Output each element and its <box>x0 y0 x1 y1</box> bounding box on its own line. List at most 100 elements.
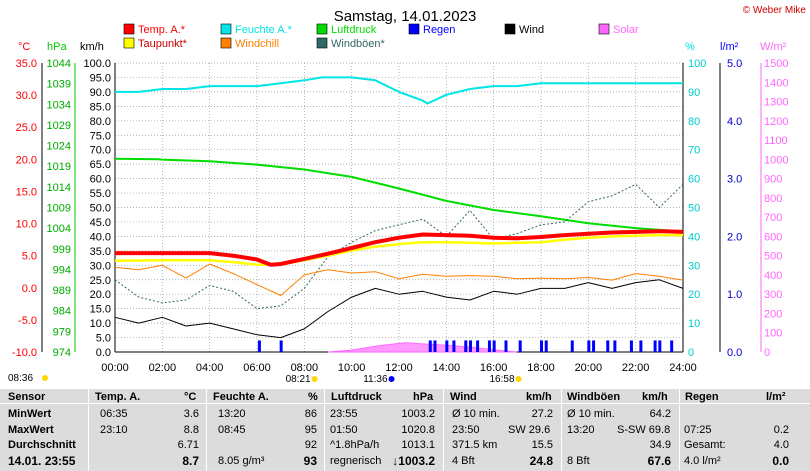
stat-cell-r-val: 0.2 <box>773 423 789 436</box>
tick-label-wind: 90.0 <box>90 87 111 99</box>
tick-label-humidity: 10 <box>688 318 700 330</box>
tick-label-wind: 80.0 <box>90 116 111 128</box>
stat-cell-w-dir: SW 29.6 <box>508 423 551 436</box>
event-time-label: 11:36 <box>363 374 388 385</box>
tick-label-pressure: 1039 <box>47 79 71 91</box>
tick-label-x: 14:00 <box>433 362 461 374</box>
tick-label-wind: 50.0 <box>90 203 111 215</box>
stats-table: Sensor Temp. A. °C Feuchte A. % Luftdruc… <box>0 389 810 471</box>
tick-label-temp: 20.0 <box>16 154 37 166</box>
tick-label-solar: 1400 <box>764 77 788 89</box>
sun-icon <box>42 375 48 381</box>
stat-cell-label: 14.01. 23:55 <box>8 453 76 468</box>
rain-bar <box>476 340 480 352</box>
tick-label-wind: 10.0 <box>90 318 111 330</box>
stat-cell-h-time: 8.05 g/m³ <box>218 454 265 467</box>
stat-cell-r-time: 4.0 l/m² <box>684 454 721 467</box>
stat-cell-label: MaxWert <box>8 423 54 436</box>
tick-label-wind: 95.0 <box>90 72 111 84</box>
tick-label-wind: 40.0 <box>90 231 111 243</box>
sun-icon <box>311 376 318 382</box>
tick-label-pressure: 1004 <box>47 223 71 235</box>
stat-cell-g-val: 67.6 <box>647 453 671 468</box>
weather-chart: Samstag, 14.01.2023 © Weber Mike Temp. A.*… <box>8 5 806 385</box>
stat-cell-g-dir: S-SW 69.8 <box>617 423 671 436</box>
stat-cell-t-val: 3.6 <box>183 408 199 420</box>
rain-bar <box>570 340 574 352</box>
tick-label-x: 08:00 <box>291 362 319 374</box>
tick-label-wind: 20.0 <box>90 289 111 301</box>
legend-swatch <box>504 23 516 35</box>
tick-label-humidity: 50 <box>688 203 700 215</box>
stat-cell-r-time: 07:25 <box>684 423 712 436</box>
tick-label-rain: 4.0 <box>727 116 742 128</box>
rain-bar <box>540 340 543 352</box>
stats-header-humidity-unit: % <box>308 391 318 403</box>
tick-label-pressure: 1029 <box>47 120 71 132</box>
tick-label-pressure: 994 <box>53 264 71 276</box>
tick-label-pressure: 1024 <box>47 141 71 153</box>
stat-cell-h-val: 92 <box>304 439 317 451</box>
rain-bar <box>639 340 643 352</box>
stat-cell-w-time: 23:50 <box>452 423 480 436</box>
stat-cell-w-val: 27.2 <box>531 408 553 420</box>
tick-label-x: 22:00 <box>622 362 650 374</box>
series-windb-en <box>114 183 684 310</box>
legend-swatch <box>123 23 135 35</box>
legend-label: Feuchte A.* <box>235 24 293 36</box>
stats-header-temp: Temp. A. <box>95 391 141 403</box>
stats-col-divider <box>679 389 680 471</box>
tick-label-pressure: 1019 <box>47 161 71 173</box>
stats-header-humidity: Feuchte A. <box>213 391 269 403</box>
rain-bar <box>464 340 468 352</box>
series-wind <box>114 279 684 339</box>
tick-label-wind: 100.0 <box>83 58 111 70</box>
tick-label-pressure: 974 <box>53 347 71 359</box>
stat-cell-p-val: ↓1003.2 <box>392 453 435 468</box>
rain-bar <box>544 340 548 352</box>
stats-header-wind-unit: km/h <box>526 391 552 403</box>
tick-label-humidity: 30 <box>688 260 700 272</box>
series-feuchte-a <box>115 76 683 105</box>
stat-cell-g-time: 13:20 <box>567 423 595 436</box>
stat-cell-h-time: 13:20 <box>218 408 246 420</box>
stats-header-pressure: Luftdruck <box>331 391 382 403</box>
legend-swatch <box>316 23 328 35</box>
stat-cell-t-time: 23:10 <box>100 423 128 436</box>
stats-header-temp-unit: °C <box>184 391 197 403</box>
tick-label-temp: -10.0 <box>12 347 37 359</box>
legend-swatch <box>316 37 328 49</box>
tick-label-x: 04:00 <box>196 362 224 374</box>
tick-label-solar: 1500 <box>764 58 788 70</box>
tick-label-x: 02:00 <box>149 362 177 374</box>
stat-cell-w-time: 371.5 km <box>452 439 498 451</box>
tick-label-temp: 0.0 <box>22 283 37 295</box>
rain-bar <box>670 340 674 352</box>
axis-unit-pressure: hPa <box>47 41 67 53</box>
tick-label-pressure: 989 <box>53 285 71 297</box>
tick-label-wind: 5.0 <box>96 333 111 345</box>
tick-label-pressure: 999 <box>53 244 71 256</box>
stat-cell-p-val: 1013.1 <box>401 439 435 451</box>
axis-unit-wind: km/h <box>80 41 104 53</box>
tick-label-wind: 15.0 <box>90 304 111 316</box>
event-time-label: 16:58 <box>490 374 515 385</box>
stat-cell-t-val: 8.8 <box>183 423 199 436</box>
tick-label-wind: 70.0 <box>90 145 111 157</box>
stat-cell-w-time: 4 Bft <box>452 454 475 467</box>
rain-bar <box>279 340 283 352</box>
tick-label-wind: 30.0 <box>90 260 111 272</box>
legend-swatch <box>220 23 232 35</box>
stat-cell-w-val: 24.8 <box>529 453 553 468</box>
tick-label-temp: 5.0 <box>22 251 37 263</box>
tick-label-x: 06:00 <box>243 362 271 374</box>
stat-cell-r-val: 4.0 <box>773 439 789 451</box>
tick-label-wind: 0.0 <box>96 347 111 359</box>
tick-label-humidity: 0 <box>688 347 694 359</box>
tick-label-wind: 85.0 <box>90 101 111 113</box>
tick-label-solar: 200 <box>764 308 782 320</box>
tick-label-solar: 100 <box>764 328 782 340</box>
tick-label-temp: 25.0 <box>16 122 37 134</box>
tick-label-humidity: 40 <box>688 231 700 243</box>
tick-label-x: 18:00 <box>527 362 555 374</box>
